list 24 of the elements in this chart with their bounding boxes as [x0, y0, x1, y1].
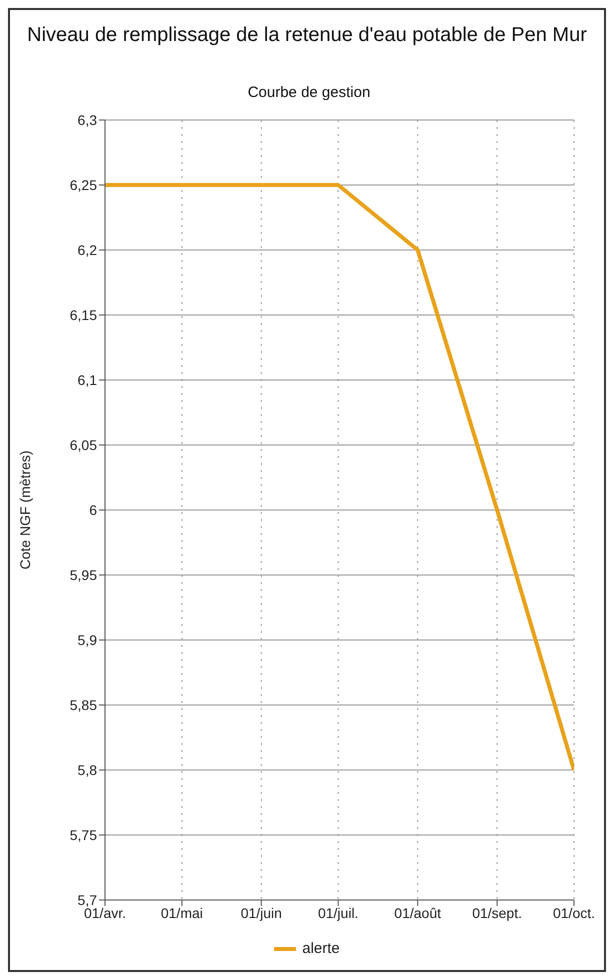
y-tick-label: 6,05 [70, 436, 98, 453]
y-tick-label: 6,25 [70, 176, 98, 193]
x-tick-label: 01/sept. [472, 904, 522, 921]
y-tick-label: 5,8 [78, 762, 98, 778]
y-tick-label: 5,85 [70, 696, 98, 713]
x-tick-label: 01/mai [160, 904, 203, 921]
y-tick-label: 6,2 [78, 242, 98, 258]
y-tick-label: 6 [89, 502, 98, 518]
y-tick-label: 6,1 [78, 372, 98, 388]
y-tick-label: 5,95 [70, 566, 98, 583]
y-tick-label: 5,9 [78, 632, 98, 648]
x-tick-label: 01/juil. [318, 904, 358, 921]
y-tick-label: 6,3 [78, 112, 98, 128]
chart-title: Niveau de remplissage de la retenue d'eau potable de Pen Mur [26, 24, 588, 47]
legend-label: alerte [302, 940, 340, 957]
x-tick-label: 01/août [394, 904, 442, 921]
x-tick-label: 01/juin [240, 904, 282, 921]
line-series [105, 183, 574, 772]
y-tick-label: 6,15 [70, 306, 98, 323]
x-tick-label: 01/oct. [552, 904, 596, 921]
y-axis-title: Cote NGF (mètres) [16, 450, 33, 570]
y-tick-label: 5,75 [70, 826, 98, 843]
chart-subtitle: Courbe de gestion [246, 84, 372, 101]
y-tick-label: 5,7 [78, 892, 98, 908]
